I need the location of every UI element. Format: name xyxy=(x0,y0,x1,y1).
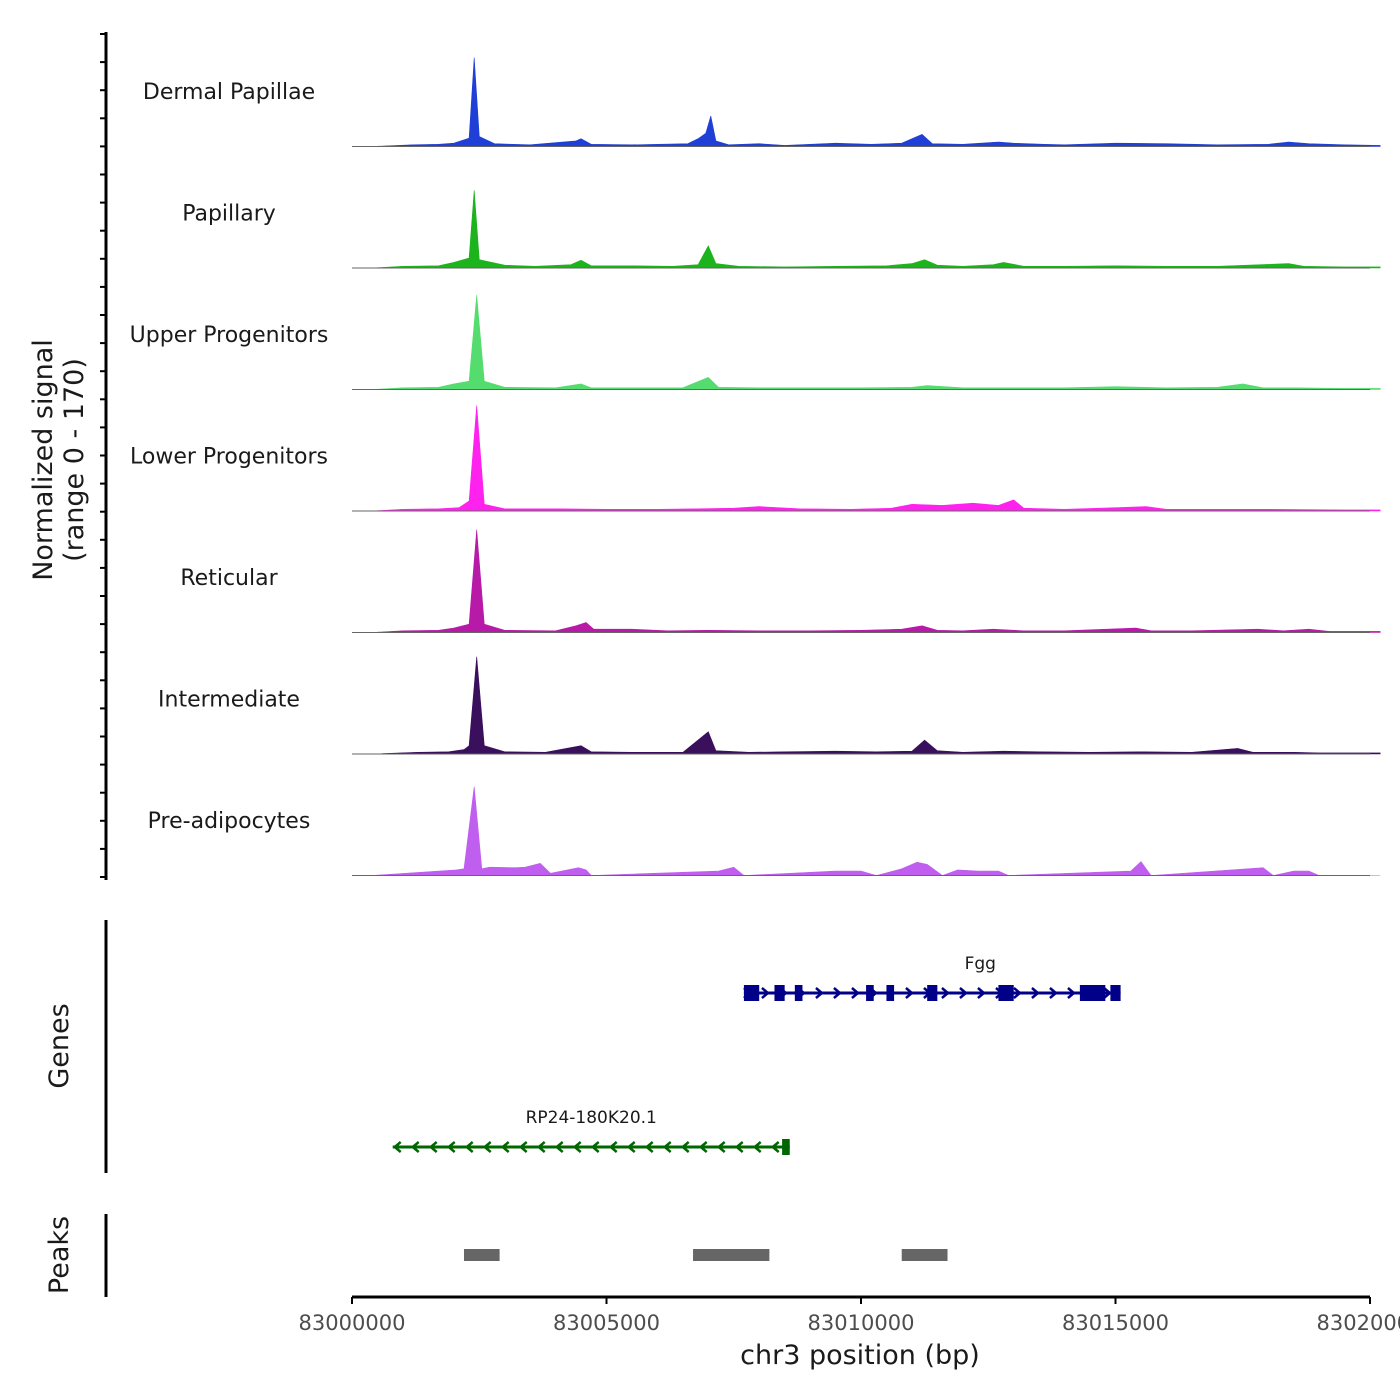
track-label: Reticular xyxy=(180,566,278,591)
exon xyxy=(782,1139,790,1155)
track-label: Papillary xyxy=(182,202,276,227)
y-axis-label-line2: (range 0 - 170) xyxy=(59,358,90,562)
track-dermal-papillae: Dermal Papillae xyxy=(143,57,1381,147)
strand-arrow xyxy=(734,1141,744,1153)
strand-arrow xyxy=(815,987,824,999)
exon xyxy=(1110,985,1121,1001)
track-label: Pre-adipocytes xyxy=(148,809,311,834)
track-label: Intermediate xyxy=(158,688,300,713)
track-signal-area xyxy=(372,656,1381,755)
x-tick-label: 83015000 xyxy=(1062,1311,1169,1335)
strand-arrow xyxy=(572,1141,582,1153)
x-tick-label: 83010000 xyxy=(808,1311,915,1335)
signal-tracks: Dermal Papillae Papillary Upper Progenitor… xyxy=(130,57,1381,876)
gene-label: RP24-180K20.1 xyxy=(526,1108,657,1128)
track-papillary: Papillary xyxy=(182,190,1381,269)
y-axis-label-line1: Normalized signal xyxy=(28,339,59,581)
exon xyxy=(866,985,874,1001)
gene-label: Fgg xyxy=(965,954,996,974)
track-reticular: Reticular xyxy=(180,529,1381,633)
strand-arrow xyxy=(590,1141,600,1153)
strand-arrow xyxy=(680,1141,690,1153)
track-signal-area xyxy=(372,57,1381,147)
track-upper-progenitors: Upper Progenitors xyxy=(130,295,1381,390)
track-label: Lower Progenitors xyxy=(130,445,328,470)
genes-axis-label: Genes xyxy=(44,1003,75,1088)
strand-arrow xyxy=(464,1141,474,1153)
strand-arrow xyxy=(698,1141,708,1153)
strand-arrow xyxy=(905,987,914,999)
strand-arrow xyxy=(1013,987,1022,999)
strand-arrow xyxy=(959,987,968,999)
x-tick-label: 83000000 xyxy=(299,1311,406,1335)
gene-fgg: Fgg xyxy=(743,954,1121,1001)
strand-arrow xyxy=(500,1141,510,1153)
strand-arrow xyxy=(536,1141,546,1153)
strand-arrow xyxy=(716,1141,726,1153)
track-label: Upper Progenitors xyxy=(130,323,329,348)
gene-rp24-180k20-1: RP24-180K20.1 xyxy=(392,1108,790,1155)
strand-arrow xyxy=(518,1141,528,1153)
strand-arrow xyxy=(608,1141,618,1153)
strand-arrow xyxy=(851,987,860,999)
track-label: Dermal Papillae xyxy=(143,80,315,105)
x-axis-title: chr3 position (bp) xyxy=(740,1340,980,1371)
track-signal-area xyxy=(372,786,1381,876)
strand-arrow xyxy=(428,1141,438,1153)
gene-track: Fgg RP24-180K20.1 xyxy=(392,954,1121,1155)
track-signal-area xyxy=(372,295,1381,390)
strand-arrow xyxy=(446,1141,456,1153)
strand-arrow xyxy=(482,1141,492,1153)
peak-track xyxy=(463,1249,948,1261)
track-signal-area xyxy=(372,190,1381,269)
signal-y-ticks xyxy=(100,33,106,878)
strand-arrow xyxy=(1067,987,1076,999)
x-tick-label: 83020000 xyxy=(1317,1311,1400,1335)
strand-arrow xyxy=(833,987,842,999)
x-axis-ticks: 83000000 83005000 83010000 83015000 83020000 xyxy=(299,1297,1400,1335)
peak-bar xyxy=(693,1249,770,1261)
track-signal-area xyxy=(372,529,1381,633)
strand-arrow xyxy=(752,1141,762,1153)
strand-arrow xyxy=(662,1141,672,1153)
track-lower-progenitors: Lower Progenitors xyxy=(130,405,1381,512)
exon xyxy=(927,985,938,1001)
strand-arrow xyxy=(392,1141,402,1153)
strand-arrow xyxy=(977,987,986,999)
exon xyxy=(1079,985,1106,1001)
strand-arrow xyxy=(770,1141,780,1153)
exon xyxy=(794,985,803,1001)
strand-arrow xyxy=(941,987,950,999)
strand-arrow xyxy=(554,1141,564,1153)
peak-bar xyxy=(463,1249,500,1261)
exon xyxy=(886,985,895,1001)
exon xyxy=(774,985,785,1001)
x-tick-label: 83005000 xyxy=(553,1311,660,1335)
strand-arrow xyxy=(410,1141,420,1153)
exon xyxy=(743,985,760,1001)
strand-arrow xyxy=(626,1141,636,1153)
strand-arrow xyxy=(1103,987,1112,999)
strand-arrow xyxy=(1049,987,1058,999)
strand-arrow xyxy=(1031,987,1040,999)
track-signal-area xyxy=(372,405,1381,512)
track-pre-adipocytes: Pre-adipocytes xyxy=(148,786,1381,876)
track-intermediate: Intermediate xyxy=(158,656,1381,755)
exon xyxy=(998,985,1014,1001)
peak-bar xyxy=(901,1249,948,1261)
strand-arrow xyxy=(644,1141,654,1153)
strand-arrow xyxy=(761,987,770,999)
peaks-axis-label: Peaks xyxy=(44,1216,75,1294)
